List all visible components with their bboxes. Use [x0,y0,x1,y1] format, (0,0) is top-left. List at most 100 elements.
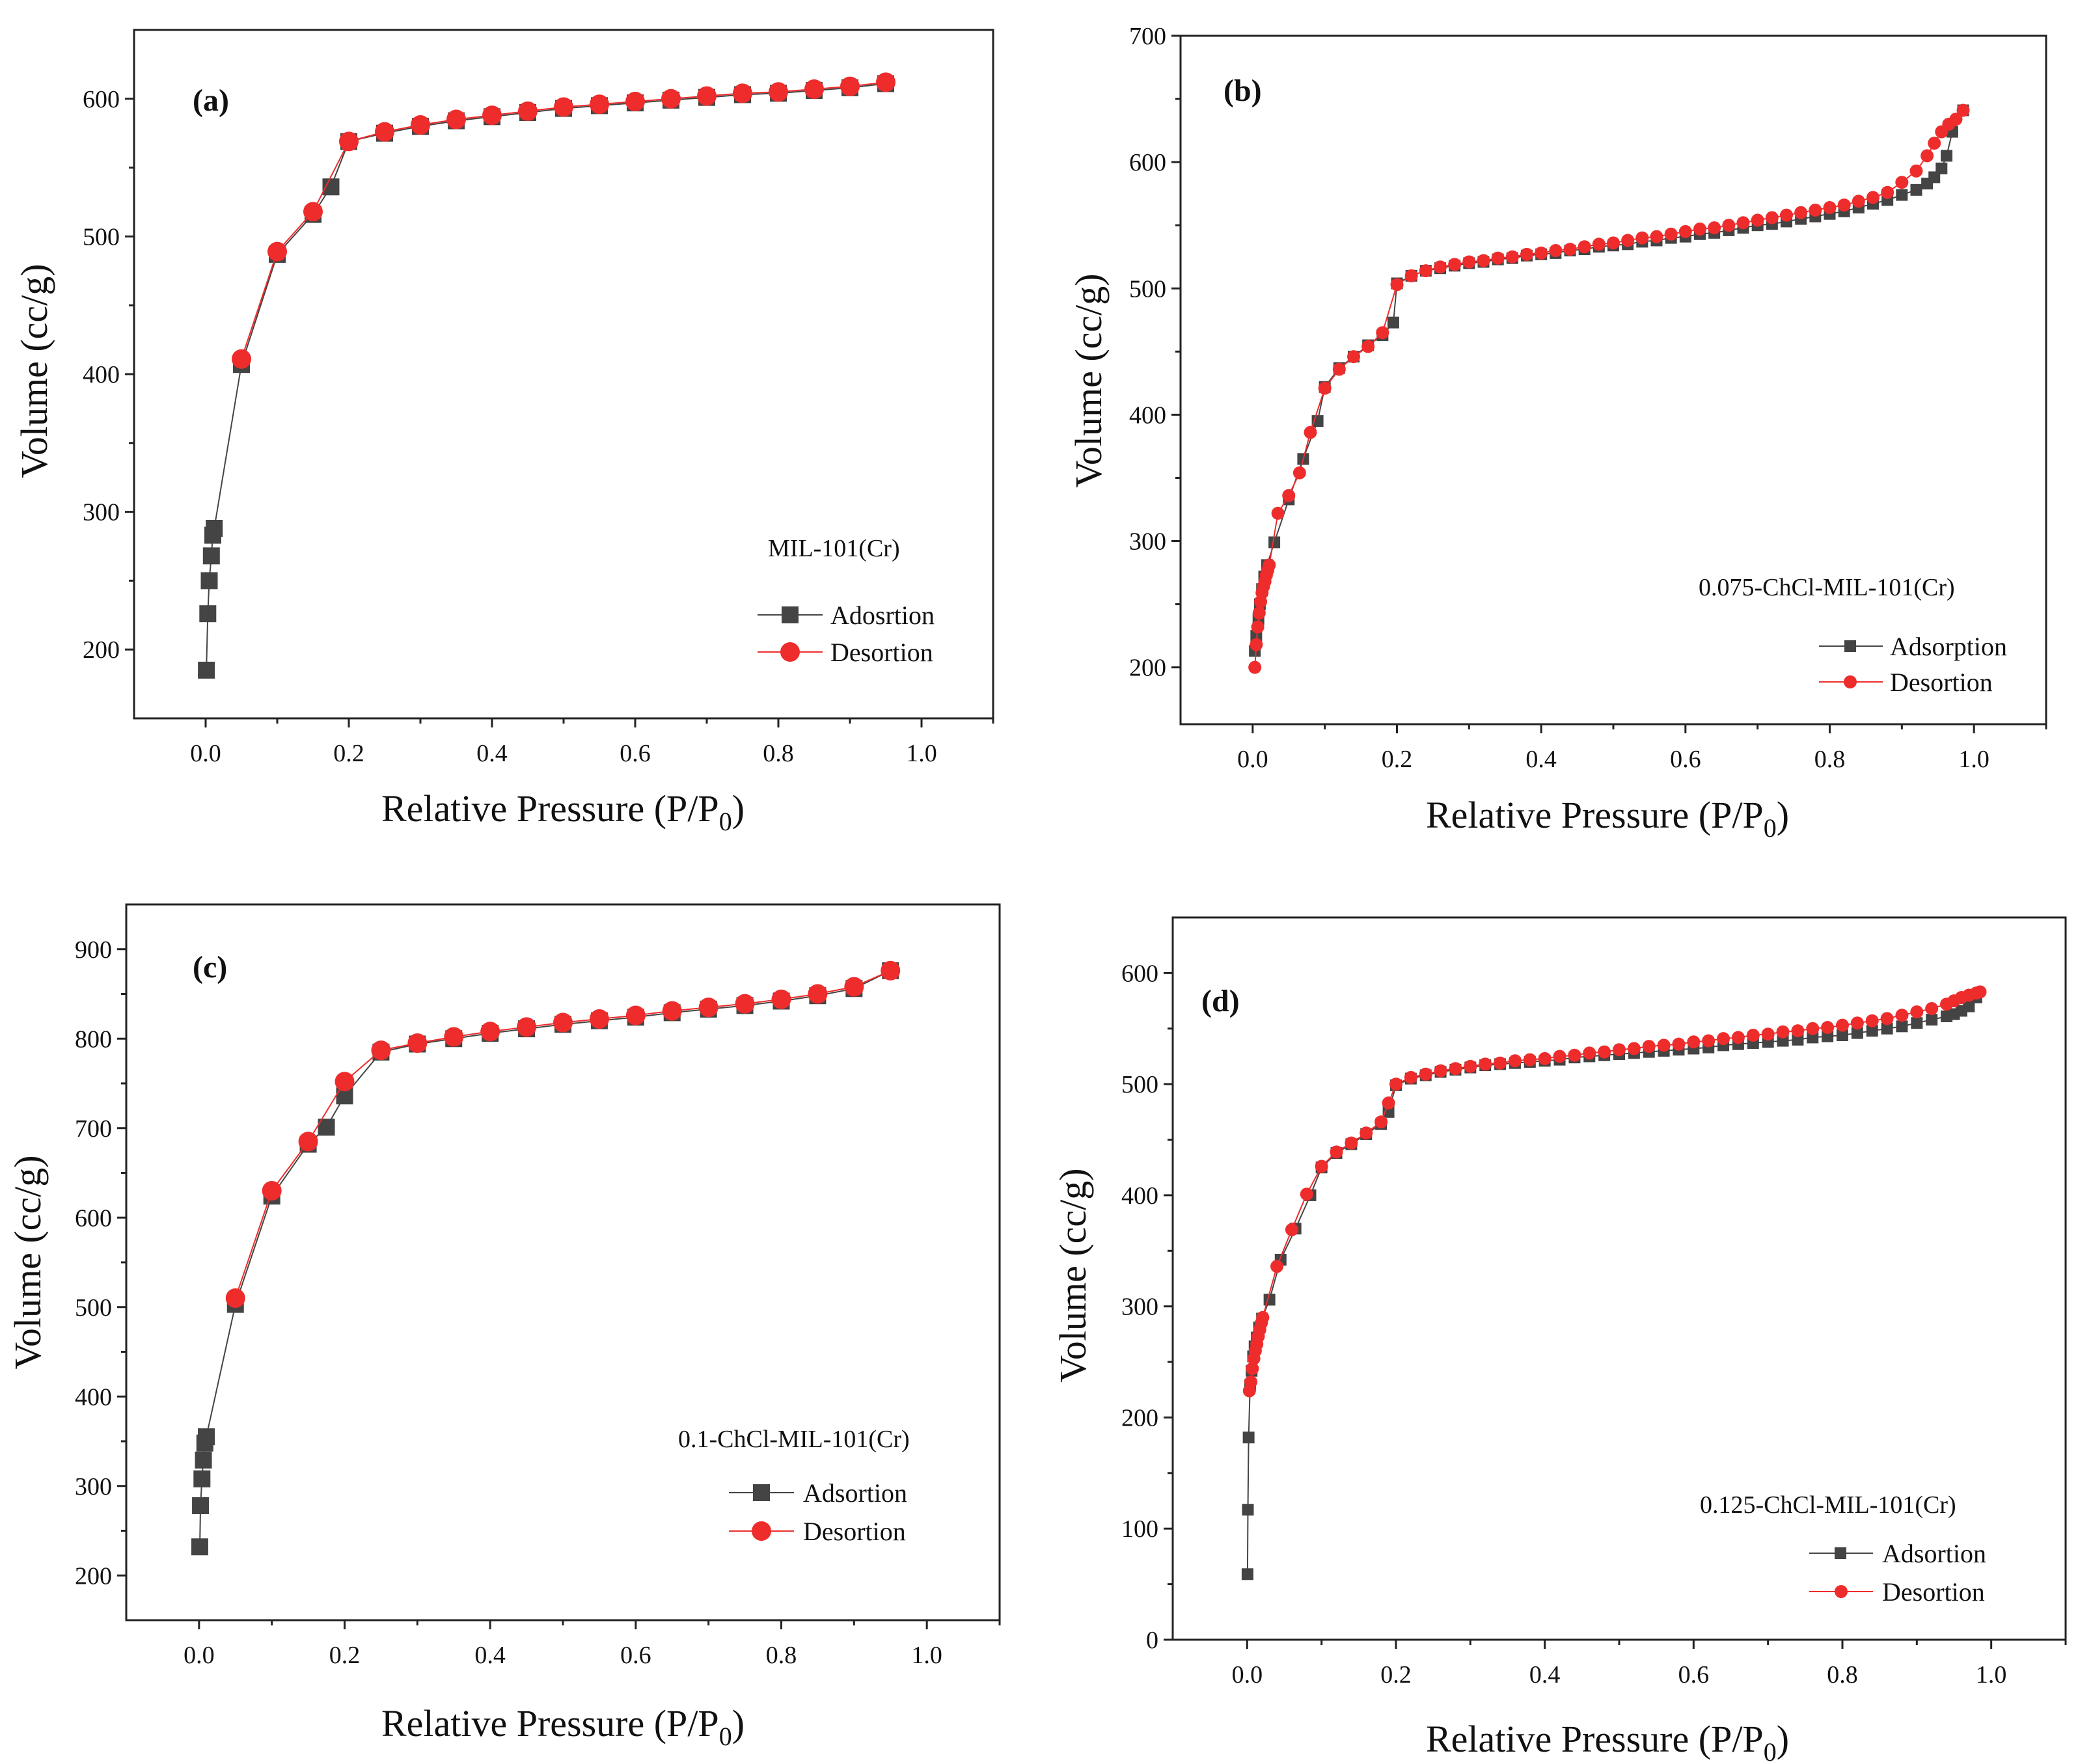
y-tick-label: 600 [75,1204,112,1232]
adsorption-point [1777,1035,1789,1047]
desorption-point [1256,1310,1270,1324]
x-tick-label: 0.4 [476,740,508,767]
adsorption-point [1866,1025,1878,1037]
adsorption-point [202,547,220,565]
desorption-point [1404,269,1418,282]
desorption-point [1809,203,1822,217]
legend-label-desorption: Desortion [803,1517,906,1546]
y-tick-label: 500 [1129,275,1166,303]
desorption-point [1949,113,1963,126]
y-tick-label: 900 [75,936,112,964]
adsorption-point [1242,1432,1255,1444]
desorption-point [1837,198,1851,212]
adsorption-point [1896,1020,1908,1033]
desorption-point [1449,1062,1462,1076]
desorption-point [808,984,828,1004]
desorption-point [1330,1145,1343,1159]
legend-marker-desorption [752,1521,771,1541]
x-tick-label: 0.4 [474,1642,506,1669]
desorption-point [661,88,681,109]
adsorption-point [1910,183,1922,196]
x-axis-title: Relative Pressure (P/P0) [381,1702,745,1751]
x-tick-label: 0.4 [1525,746,1557,773]
x-tick-label: 0.6 [1670,746,1701,773]
x-tick-label: 0.6 [1678,1661,1710,1689]
desorption-point [517,1017,537,1037]
desorption-point [1836,1018,1849,1032]
desorption-point [1578,240,1591,254]
legend-marker-adsorption [1844,640,1856,652]
desorption-point [303,202,323,222]
desorption-point [804,79,824,99]
desorption-point [335,1072,355,1092]
desorption-point [1973,985,1987,999]
desorption-point [1823,201,1837,215]
x-tick-label: 0.0 [1237,746,1268,773]
desorption-point [881,960,901,981]
legend: Adsortion Desortion [1809,1539,1986,1607]
desorption-point [1382,1096,1395,1110]
desorption-point [735,994,755,1014]
desorption-point [1508,1054,1522,1068]
desorption-point [1806,1022,1820,1035]
desorption-point [1702,1034,1716,1048]
desorption-point [1650,230,1663,243]
desorption-point [1360,1126,1373,1140]
desorption-point [1361,340,1375,353]
desorption-point [1477,254,1490,267]
legend-marker-adsorption [753,1484,770,1501]
x-axis-title-subscript: 0 [1764,1737,1777,1764]
legend-marker-adsorption [1835,1547,1846,1559]
x-tick-label: 0.0 [184,1642,215,1669]
desorption-point [1657,1038,1671,1052]
sample-label: MIL-101(Cr) [768,535,900,562]
desorption-point [625,1005,646,1025]
desorption-point [1921,149,1934,163]
desorption-point [1613,1043,1626,1057]
x-tick-label: 0.6 [620,1642,651,1669]
x-tick-label: 0.0 [1232,1661,1263,1689]
y-tick-label: 200 [1129,655,1166,682]
desorption-point [1246,1362,1259,1376]
panel-letter: (c) [193,950,227,984]
desorption-point [407,1033,428,1053]
desorption-point [1708,221,1721,235]
x-tick-label: 0.2 [1382,746,1413,773]
desorption-point [1538,1052,1552,1065]
y-tick-label: 200 [75,1562,112,1590]
sample-label: 0.075-ChCl-MIL-101(Cr) [1699,574,1955,601]
adsorption-point [1911,1017,1923,1029]
legend-label-desorption: Desortion [1890,668,1993,697]
y-tick-label: 100 [1121,1515,1158,1543]
y-axis-title: Volume (cc/g) [1052,1168,1094,1382]
y-axis-title: Volume (cc/g) [7,1155,49,1369]
panel-letter: (b) [1224,74,1262,108]
desorption-point [1491,251,1505,265]
desorption-point [1909,164,1923,178]
x-axis-title-end: ) [1777,1718,1789,1760]
sample-label: 0.125-ChCl-MIL-101(Cr) [1700,1491,1956,1519]
desorption-point [411,115,430,135]
adsorption-point [195,1451,212,1469]
series-group [1248,103,1970,674]
panel-c: 200 300 400 500 600 700 800 900 0.0 0.2 0.4 0.6 0.8… [7,903,1001,1751]
x-ticks: 0.0 0.2 0.4 0.6 0.8 1.0 [184,1620,1001,1669]
adsorption-point [1881,1022,1893,1035]
desorption-point [1315,1160,1328,1173]
x-axis-title-end: ) [1777,794,1789,836]
series-group [198,72,895,679]
desorption-point [1621,234,1635,247]
desorption-point [1895,1009,1909,1022]
desorption-point [1717,1032,1730,1046]
adsorption-point [1792,1033,1804,1046]
desorption-point [267,241,287,262]
x-axis-title-main: Relative Pressure (P/P [1426,1718,1764,1760]
x-tick-label: 0.2 [1380,1661,1412,1689]
x-tick-label: 1.0 [1976,1661,2007,1689]
desorption-point [1746,1029,1760,1042]
desorption-point [1250,638,1263,651]
x-tick-label: 0.2 [333,740,364,767]
x-tick-label: 0.2 [329,1642,361,1669]
desorption-point [1821,1021,1835,1035]
